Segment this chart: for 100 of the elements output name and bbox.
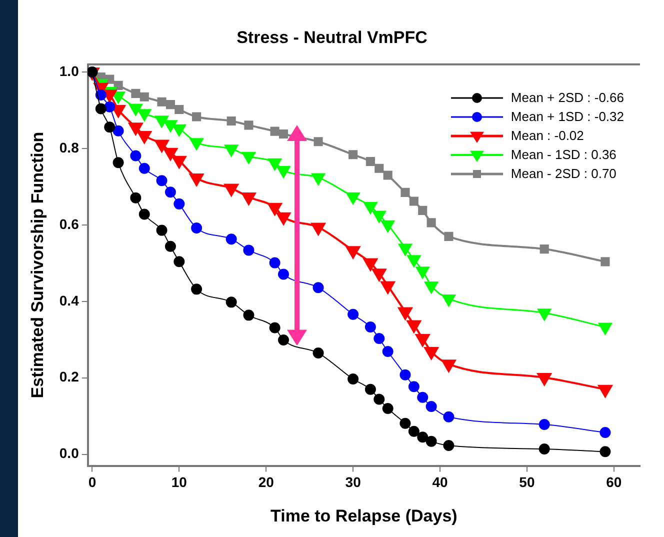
point <box>540 244 549 254</box>
point <box>364 202 378 214</box>
point <box>398 244 412 256</box>
point <box>172 124 186 136</box>
point <box>537 372 552 386</box>
x-axis-title: Time to Relapse (Days) <box>270 506 458 526</box>
point <box>400 188 410 197</box>
point <box>426 401 437 412</box>
point <box>276 166 290 178</box>
y-tick-label: 1.0 <box>59 62 80 79</box>
point <box>346 246 360 259</box>
point <box>398 307 412 320</box>
point <box>226 234 237 245</box>
point <box>364 322 376 333</box>
point <box>128 104 142 116</box>
point <box>138 109 152 122</box>
point <box>408 426 420 437</box>
point <box>189 173 204 186</box>
legend-label: Mean - 1SD : 0.36 <box>510 146 616 164</box>
point <box>382 402 394 414</box>
point <box>131 88 140 98</box>
y-tick-label: 0.6 <box>59 216 80 232</box>
point <box>112 125 124 136</box>
point <box>311 173 326 186</box>
point <box>174 104 184 114</box>
point <box>156 175 168 186</box>
point <box>538 308 552 321</box>
point <box>372 268 386 282</box>
point <box>166 100 175 110</box>
point <box>417 432 428 443</box>
point <box>400 418 411 429</box>
legend-label: Mean + 1SD : -0.32 <box>510 108 624 126</box>
point <box>140 92 149 102</box>
point <box>406 320 421 333</box>
point <box>268 158 282 170</box>
point <box>224 144 238 157</box>
x-tick-label: 60 <box>606 474 622 490</box>
point <box>164 240 176 252</box>
point <box>172 156 186 168</box>
point <box>366 156 375 166</box>
point <box>312 282 324 294</box>
x-tick-label: 30 <box>345 474 362 490</box>
point <box>190 138 204 150</box>
point <box>374 394 385 405</box>
point <box>278 334 289 346</box>
x-tick-label: 50 <box>519 474 535 490</box>
point <box>269 322 280 334</box>
point <box>400 369 411 380</box>
point <box>192 112 202 122</box>
x-tick-label: 0 <box>88 474 96 490</box>
legend-label: Mean + 2SD : -0.66 <box>510 89 624 107</box>
point <box>443 440 454 452</box>
point <box>409 196 418 206</box>
point <box>276 212 291 225</box>
point <box>174 198 185 210</box>
point <box>598 322 612 335</box>
y-axis-title: Estimated Survivorship Function <box>28 132 47 398</box>
point <box>104 122 116 133</box>
point <box>278 129 288 139</box>
point <box>224 184 238 196</box>
y-tick-label: 0.2 <box>59 368 80 385</box>
point <box>268 202 282 216</box>
point <box>95 89 106 100</box>
point <box>157 97 166 106</box>
point <box>226 116 236 126</box>
point <box>138 162 150 174</box>
point <box>243 244 254 256</box>
point <box>538 419 550 430</box>
legend-label: Mean : -0.02 <box>510 127 584 145</box>
point <box>443 411 454 422</box>
point <box>138 208 150 220</box>
point <box>243 310 254 321</box>
point <box>114 80 123 90</box>
point <box>348 308 359 320</box>
point <box>154 140 169 152</box>
point <box>346 192 360 204</box>
point <box>164 186 176 198</box>
point <box>269 257 280 268</box>
point <box>383 170 392 180</box>
point <box>128 122 143 136</box>
point <box>416 334 430 346</box>
point <box>372 210 386 223</box>
point <box>424 346 438 360</box>
point <box>137 131 152 144</box>
point <box>407 255 421 268</box>
point <box>374 333 385 344</box>
point <box>363 258 378 271</box>
point <box>381 220 395 232</box>
point <box>278 268 289 280</box>
point <box>112 157 124 168</box>
point <box>130 192 142 204</box>
point <box>600 427 611 438</box>
y-tick-label: 0.8 <box>59 139 80 156</box>
chart-title: Stress - Neutral VmPFC <box>236 28 428 47</box>
point <box>426 218 436 228</box>
point <box>348 374 359 385</box>
point <box>174 256 185 268</box>
point <box>242 192 256 206</box>
point <box>311 222 326 236</box>
y-tick-label: 0.4 <box>59 292 80 308</box>
